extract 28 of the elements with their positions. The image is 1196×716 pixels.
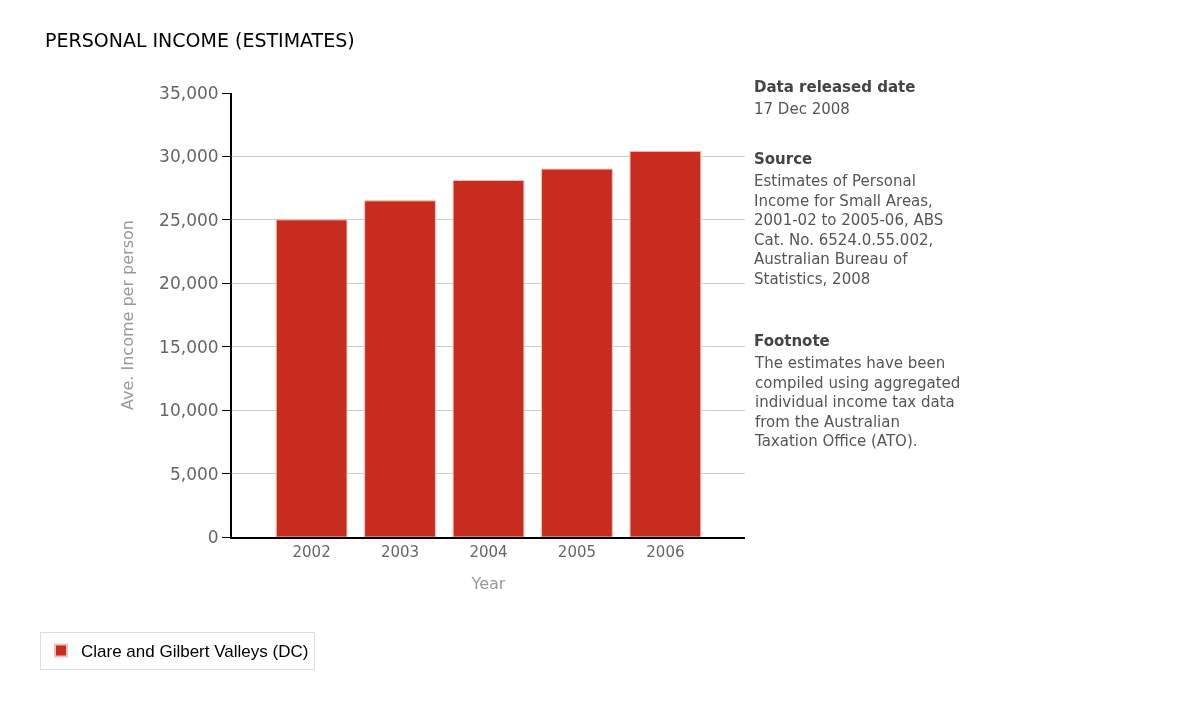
- text: The estimates have been compiled using aggregated individual income tax data from the Australian Taxation Office (ATO).: [754, 354, 961, 450]
- text: Data released date: [754, 78, 916, 96]
- x-tick-label: 2002: [292, 543, 331, 561]
- y-tick-label: 25,000: [159, 209, 219, 230]
- legend-label: Clare and Gilbert Valleys (DC): [81, 642, 309, 662]
- bar: [452, 180, 525, 537]
- y-tick-label: 20,000: [159, 273, 219, 294]
- text: Footnote: [754, 332, 830, 350]
- bar: [541, 168, 613, 537]
- y-axis-title: Ave. Income per person: [117, 220, 137, 410]
- y-tick-label: 15,000: [159, 336, 219, 357]
- y-tick-label: 10,000: [159, 400, 219, 421]
- y-tick-label: 5,000: [169, 463, 219, 484]
- bar: [275, 219, 348, 537]
- y-tick-label: 35,000: [159, 82, 219, 103]
- text: Source: [754, 150, 813, 168]
- text: 17 Dec 2008: [754, 100, 850, 118]
- chart-title: PERSONAL INCOME (ESTIMATES): [45, 28, 355, 51]
- x-tick-label: 2005: [557, 543, 597, 561]
- y-tick-label: 0: [207, 526, 219, 547]
- x-axis-title: Year: [470, 574, 506, 594]
- x-tick-label: 2004: [469, 543, 508, 561]
- bar: [629, 150, 702, 537]
- bar: [364, 200, 436, 537]
- y-tick-label: 30,000: [159, 146, 219, 167]
- text: Estimates of Personal Income for Small Areas, 2001-02 to 2005-06, ABS Cat. No. 6524.0.55.002, Australian Bureau of Statistics, 2008: [754, 172, 944, 288]
- x-tick-label: 2006: [646, 543, 685, 561]
- x-tick-label: 2003: [380, 543, 420, 561]
